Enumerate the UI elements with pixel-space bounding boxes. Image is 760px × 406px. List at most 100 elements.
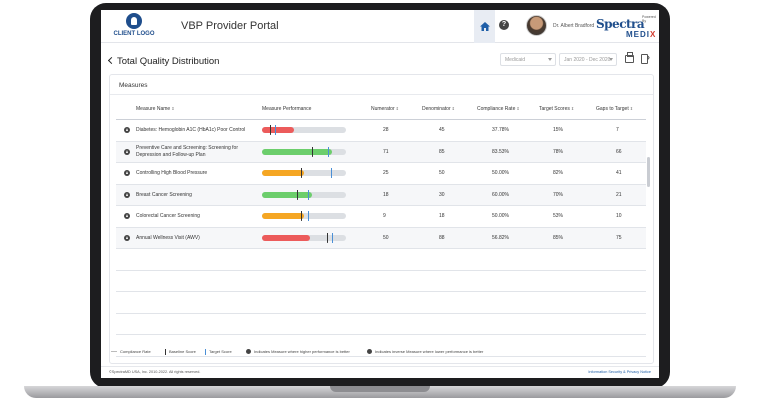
- client-logo-text: CLIENT LOGO: [113, 31, 155, 37]
- target-score-value: 85%: [553, 234, 564, 241]
- date-range-value: Jan 2020 - Dec 2020: [564, 57, 611, 63]
- avatar[interactable]: [526, 15, 547, 36]
- date-range-select[interactable]: Jan 2020 - Dec 2020: [559, 53, 617, 66]
- higher-better-icon: [124, 213, 130, 219]
- empty-row: [116, 271, 646, 292]
- col-measure-name[interactable]: Measure Name⇕: [136, 106, 175, 112]
- compliance-rate-value: 60.00%: [492, 191, 509, 198]
- higher-better-icon: [124, 127, 130, 133]
- compliance-rate-value: 50.00%: [492, 170, 509, 176]
- baseline-marker: [312, 146, 314, 157]
- payer-select-value: Medicaid: [505, 57, 526, 63]
- measures-table: Measure Name⇕ Measure Performance Numera…: [116, 98, 646, 357]
- baseline-marker: [270, 125, 272, 135]
- measure-name[interactable]: Diabetes: Hemoglobin A1C (HbA1c) Poor Co…: [136, 127, 246, 133]
- compliance-fill: [262, 213, 304, 219]
- sort-icon: ⇕: [570, 106, 575, 111]
- target-marker: [274, 125, 276, 135]
- user-name[interactable]: Dr. Albert Bradford: [553, 23, 595, 29]
- measure-name[interactable]: Controlling High Blood Pressure: [136, 170, 208, 176]
- gap-value: 41: [616, 170, 622, 176]
- table-body: Diabetes: Hemoglobin A1C (HbA1c) Poor Co…: [116, 120, 646, 249]
- brand-logo-bottom: MEDIX: [626, 30, 656, 39]
- table-header: Measure Name⇕ Measure Performance Numera…: [116, 98, 646, 120]
- denominator-value: 85: [439, 148, 445, 155]
- print-icon[interactable]: [625, 52, 634, 63]
- col-numerator[interactable]: Numerator⇕: [371, 106, 399, 112]
- chevron-down-icon: [548, 58, 552, 61]
- baseline-marker: [297, 189, 299, 200]
- gap-value: 75: [616, 234, 622, 241]
- payer-select[interactable]: Medicaid: [500, 53, 556, 66]
- laptop-notch: [330, 386, 430, 392]
- table-row[interactable]: Annual Wellness Visit (AWV) 50 88 56.82% 85%…: [116, 227, 646, 249]
- col-gaps-to-target-label: Gaps to Target: [596, 106, 629, 112]
- table-row[interactable]: Preventive Care and Screening: Screening…: [116, 141, 646, 163]
- laptop-base: [24, 386, 736, 398]
- legend: Compliance Rate Baseline Score Target Sc…: [109, 346, 649, 358]
- col-target-scores[interactable]: Target Scores⇕: [539, 106, 574, 112]
- chevron-down-icon: [609, 58, 613, 61]
- legend-inverse: Indicates inverse Measure where lower pe…: [367, 349, 483, 355]
- export-icon[interactable]: [641, 52, 650, 64]
- table-scrollbar[interactable]: [647, 157, 650, 187]
- target-score-value: 82%: [553, 170, 564, 176]
- page-title: Total Quality Distribution: [117, 56, 220, 67]
- performance-bar: [262, 232, 346, 243]
- col-denominator[interactable]: Denominator⇕: [422, 106, 455, 112]
- chevron-left-icon: [107, 56, 116, 65]
- table-row[interactable]: Breast Cancer Screening 18 30 60.00% 70% 21: [116, 184, 646, 206]
- legend-baseline-label: Baseline Score: [169, 349, 196, 355]
- denominator-value: 88: [439, 234, 445, 241]
- page-toolbar: Total Quality Distribution Medicaid Jan …: [101, 52, 659, 72]
- legend-compliance: Compliance Rate: [111, 349, 151, 354]
- inverse-measure-icon: [367, 349, 372, 355]
- performance-bar: [262, 211, 346, 221]
- powered-by-label: Powered By: [642, 15, 656, 23]
- home-button[interactable]: [474, 10, 495, 43]
- performance-bar: [262, 146, 346, 157]
- col-compliance-rate[interactable]: Compliance Rate⇕: [477, 106, 520, 112]
- help-icon[interactable]: ?: [499, 20, 509, 30]
- measure-name[interactable]: Colorectal Cancer Screening: [136, 213, 200, 219]
- sort-icon: ⇕: [451, 106, 455, 111]
- target-score-value: 15%: [553, 127, 564, 133]
- compliance-fill: [262, 191, 313, 198]
- compliance-fill: [262, 148, 333, 155]
- target-score-value: 70%: [553, 191, 564, 198]
- client-logo[interactable]: CLIENT LOGO: [110, 13, 158, 41]
- compliance-rate-value: 37.78%: [492, 127, 509, 133]
- measure-name[interactable]: Annual Wellness Visit (AWV): [136, 234, 200, 241]
- brand-medi: MEDI: [626, 30, 650, 39]
- baseline-marker: [326, 232, 328, 243]
- gap-value: 21: [616, 191, 622, 198]
- compliance-fill: [262, 127, 294, 133]
- target-marker: [330, 168, 332, 178]
- compliance-fill: [262, 234, 310, 241]
- compliance-fill: [262, 170, 304, 176]
- col-gaps-to-target[interactable]: Gaps to Target⇕: [596, 106, 633, 112]
- empty-row: [116, 314, 646, 335]
- empty-row: [116, 335, 646, 357]
- measure-name[interactable]: Preventive Care and Screening: Screening…: [136, 144, 239, 159]
- gap-value: 10: [616, 213, 622, 219]
- sort-icon: ⇕: [516, 106, 520, 111]
- compliance-rate-value: 50.00%: [492, 213, 509, 219]
- table-row[interactable]: Controlling High Blood Pressure 25 50 50.00…: [116, 163, 646, 185]
- denominator-value: 30: [439, 191, 445, 198]
- table-row[interactable]: Diabetes: Hemoglobin A1C (HbA1c) Poor Co…: [116, 120, 646, 142]
- empty-row: [116, 292, 646, 314]
- col-measure-name-label: Measure Name: [136, 106, 171, 112]
- privacy-link[interactable]: Information Security & Privacy Notice: [588, 370, 651, 374]
- col-measure-performance: Measure Performance: [262, 106, 312, 112]
- target-marker: [308, 189, 310, 200]
- back-link[interactable]: Total Quality Distribution: [107, 56, 220, 67]
- footer: ©SpectraMD USA, Inc. 2010-2022. All righ…: [101, 366, 659, 378]
- target-marker-icon: [205, 349, 206, 355]
- measure-name[interactable]: Breast Cancer Screening: [136, 191, 192, 198]
- table-row[interactable]: Colorectal Cancer Screening 9 18 50.00% 53% 1…: [116, 206, 646, 228]
- higher-better-icon: [124, 234, 130, 241]
- measures-panel: Measures Measure Name⇕ Measure Performan…: [109, 74, 654, 364]
- brand-logo-top: Spectra: [596, 17, 645, 31]
- top-header: CLIENT LOGO VBP Provider Portal ? Dr. Al…: [101, 10, 659, 43]
